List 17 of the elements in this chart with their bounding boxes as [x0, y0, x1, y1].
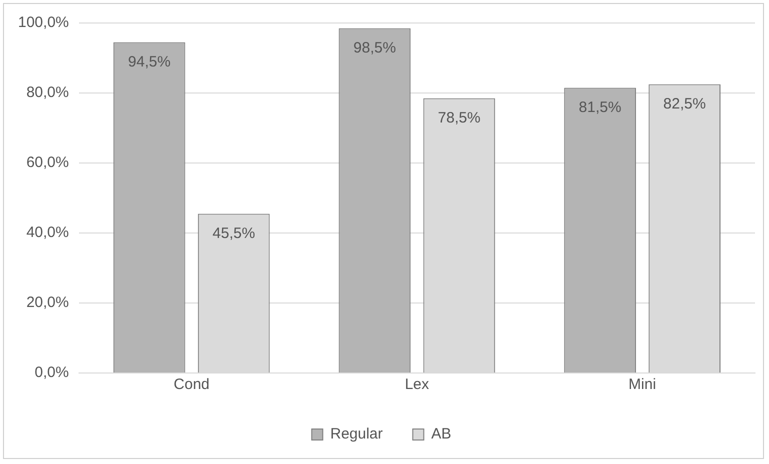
- x-tick-label: Mini: [628, 376, 656, 394]
- y-tick-label: 60,0%: [26, 154, 69, 172]
- x-tick-label: Cond: [174, 376, 210, 394]
- legend-label: AB: [431, 426, 452, 443]
- x-tick-label: Lex: [404, 376, 430, 394]
- data-label: 45,5%: [212, 224, 256, 242]
- legend-label: Regular: [330, 426, 383, 443]
- data-label: 81,5%: [578, 98, 622, 116]
- data-label: 78,5%: [438, 109, 480, 126]
- y-tick-label: 20,0%: [26, 294, 69, 312]
- data-label: 82,5%: [663, 95, 706, 112]
- y-tick-label: 80,0%: [26, 84, 69, 102]
- y-tick-label: 0,0%: [34, 364, 69, 382]
- data-label: 98,5%: [353, 39, 396, 56]
- y-tick-label: 40,0%: [26, 224, 69, 242]
- y-tick-label: 100,0%: [18, 14, 69, 32]
- data-label: 94,5%: [128, 53, 171, 70]
